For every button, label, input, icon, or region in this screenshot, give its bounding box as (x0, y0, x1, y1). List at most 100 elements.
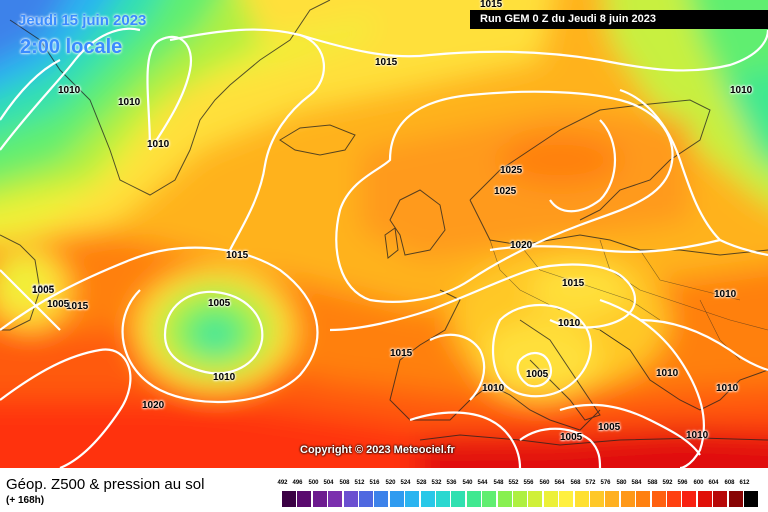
isobar-label: 1025 (500, 165, 523, 176)
isobar-label: 1005 (208, 298, 231, 309)
scale-tick-label: 564 (554, 480, 565, 486)
scale-swatch (652, 491, 666, 507)
map-title: Géop. Z500 & pression au sol (6, 476, 205, 493)
scale-tick-label: 572 (585, 480, 596, 486)
scale-swatch (528, 491, 542, 507)
scale-tick-label: 544 (477, 480, 488, 486)
scale-swatch (313, 491, 327, 507)
isobar-label: 1010 (714, 289, 737, 300)
scale-tick-label: 580 (616, 480, 627, 486)
geopotential-field (0, 0, 768, 468)
scale-swatch (544, 491, 558, 507)
scale-tick-label: 556 (523, 480, 534, 486)
scale-tick-label: 552 (508, 480, 519, 486)
isobar-label: 1020 (142, 400, 165, 411)
scale-swatch (282, 491, 296, 507)
scale-tick-label: 520 (385, 480, 396, 486)
scale-tick-label: 500 (308, 480, 319, 486)
isobar-label: 1015 (562, 278, 585, 289)
isobars (0, 27, 768, 468)
scale-swatch (297, 491, 311, 507)
scale-tick-label: 548 (493, 480, 504, 486)
isobar-label: 1020 (510, 240, 533, 251)
scale-tick-label: 604 (708, 480, 719, 486)
isobar-label: 1005 (526, 369, 549, 380)
scale-tick-label: 584 (631, 480, 642, 486)
forecast-date: Jeudi 15 juin 2023 (18, 12, 147, 29)
scale-swatch (436, 491, 450, 507)
scale-swatch (713, 491, 727, 507)
scale-tick-label: 588 (647, 480, 658, 486)
isobar-label: 1005 (32, 285, 55, 296)
scale-swatch (667, 491, 681, 507)
scale-swatch (482, 491, 496, 507)
isobar-label: 1010 (147, 139, 170, 150)
coastlines (0, 0, 768, 446)
scale-swatch (359, 491, 373, 507)
scale-tick-label: 576 (600, 480, 611, 486)
scale-tick-label: 540 (462, 480, 473, 486)
scale-tick-label: 560 (539, 480, 550, 486)
scale-swatch (682, 491, 696, 507)
scale-swatch (590, 491, 604, 507)
scale-swatch (559, 491, 573, 507)
scale-tick-label: 524 (400, 480, 411, 486)
scale-swatch (451, 491, 465, 507)
isobar-label: 1010 (716, 383, 739, 394)
scale-swatch (374, 491, 388, 507)
scale-swatch (605, 491, 619, 507)
scale-tick-label: 600 (693, 480, 704, 486)
scale-swatch (467, 491, 481, 507)
isobar-label: 1005 (32, 284, 55, 295)
run-info-box: Run GEM 0 Z du Jeudi 8 juin 2023 (470, 10, 768, 29)
isobar-label: 1015 (480, 0, 503, 10)
isobar-label: 1010 (686, 430, 709, 441)
scale-swatch (421, 491, 435, 507)
forecast-horizon: (+ 168h) (6, 495, 45, 506)
isobar-label: 1010 (118, 97, 141, 108)
isobar-label: 1010 (482, 383, 505, 394)
scale-tick-label: 596 (677, 480, 688, 486)
isobar-label: 1025 (494, 186, 517, 197)
scale-swatch (729, 491, 743, 507)
scale-tick-label: 608 (724, 480, 735, 486)
scale-swatch (344, 491, 358, 507)
local-time: 2:00 locale (20, 36, 123, 58)
scale-tick-label: 536 (446, 480, 457, 486)
scale-tick-label: 492 (277, 480, 288, 486)
scale-tick-label: 532 (431, 480, 442, 486)
isobar-label: 1015 (375, 57, 398, 68)
scale-tick-label: 504 (323, 480, 334, 486)
isobar-label: 1015 (390, 348, 413, 359)
isobar-label: 1015 (66, 301, 89, 312)
scale-tick-label: 516 (369, 480, 380, 486)
scale-swatch (575, 491, 589, 507)
scale-tick-label: 612 (739, 480, 750, 486)
scale-swatch (405, 491, 419, 507)
isobar-label: 1010 (730, 85, 753, 96)
scale-tick-label: 512 (354, 480, 365, 486)
isobar-label: 1010 (558, 318, 581, 329)
scale-swatch (390, 491, 404, 507)
scale-tick-label: 508 (339, 480, 350, 486)
scale-swatch (513, 491, 527, 507)
scale-swatch (744, 491, 758, 507)
scale-tick-label: 592 (662, 480, 673, 486)
isobar-label: 1010 (213, 372, 236, 383)
isobar-label: 1015 (226, 250, 249, 261)
isobar-label: 1005 (560, 432, 583, 443)
map-footer: Géop. Z500 & pression au sol (+ 168h) 49… (0, 468, 768, 512)
scale-swatch (698, 491, 712, 507)
scale-swatch (498, 491, 512, 507)
isobar-label: 1005 (47, 299, 70, 310)
scale-swatch (621, 491, 635, 507)
copyright-notice: Copyright © 2023 Meteociel.fr (300, 444, 455, 456)
scale-tick-label: 568 (570, 480, 581, 486)
scale-tick-label: 496 (292, 480, 303, 486)
scale-swatch (328, 491, 342, 507)
scale-tick-label: 528 (416, 480, 427, 486)
isobar-label: 1010 (58, 85, 81, 96)
weather-map: Run GEM 0 Z du Jeudi 8 juin 2023 Jeudi 1… (0, 0, 768, 468)
scale-swatch (636, 491, 650, 507)
geopotential-shading (0, 0, 768, 468)
